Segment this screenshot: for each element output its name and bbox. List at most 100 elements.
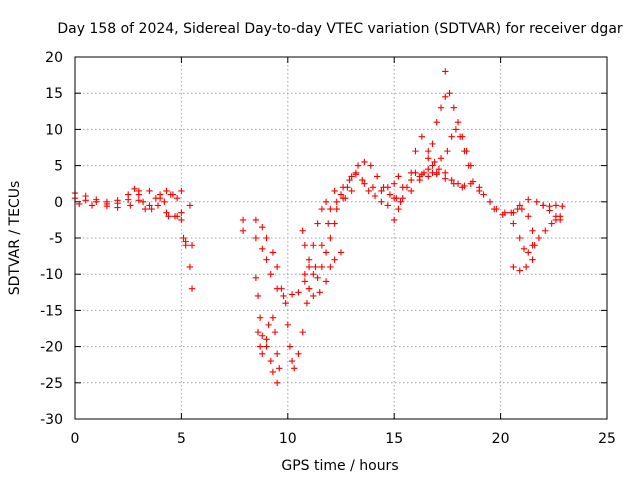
data-point [391,216,398,224]
data-point [314,220,321,227]
y-axis-label: SDTVAR / TECUs [7,181,23,296]
data-point [371,192,379,200]
data-point [256,343,264,350]
data-point [337,191,345,198]
data-point [359,176,366,184]
data-point [263,343,270,350]
data-point [429,169,436,177]
data-point [525,213,532,220]
data-point [148,205,155,213]
x-tick-label: 10 [279,431,297,447]
data-point [442,169,449,177]
data-point [301,271,309,278]
data-point [365,187,372,195]
data-point [254,328,262,336]
data-point [125,191,132,198]
data-point [525,249,532,256]
data-point [525,196,532,203]
data-point [284,321,291,329]
data-point [103,202,111,210]
data-point [425,147,432,155]
y-tick-label: 15 [45,86,63,102]
x-tick-label: 5 [177,431,186,447]
data-point [395,173,402,180]
data-point [442,175,449,182]
data-point [339,184,347,191]
data-point [295,350,302,358]
data-point [318,263,326,271]
data-point [418,133,426,140]
data-point [146,187,153,195]
x-tick-label: 25 [598,431,616,447]
data-point [465,162,472,169]
data-point [186,263,194,271]
data-point [280,292,287,300]
series-peak-arc-C [412,126,472,178]
data-point [271,328,279,336]
data-point [429,140,436,148]
data-point [327,234,334,242]
data-point [397,198,404,205]
data-point [391,194,398,202]
series-peak-arc-E [429,166,483,191]
data-point [135,197,143,204]
series-early-arc-3 [76,187,185,220]
data-point [469,178,477,185]
data-point [520,245,528,253]
data-point [346,176,353,184]
data-point [529,227,536,234]
data-point [273,285,281,292]
series-dip-arc-F [301,249,345,300]
data-point [295,289,302,296]
y-tick-label: -20 [40,340,63,356]
data-point [318,205,326,213]
data-point [437,155,445,162]
data-point [354,162,362,169]
data-point [486,198,494,205]
series-mid-arc-C [331,169,402,202]
data-point [310,242,317,249]
data-point [378,198,385,205]
data-point [256,314,264,321]
data-point [290,365,298,372]
data-point [342,194,349,202]
data-point [259,223,266,231]
data-point [539,202,547,209]
data-point [305,285,313,292]
data-point [171,213,179,220]
data-point [273,350,281,358]
series-isolated-8h [239,216,247,234]
data-point [442,93,449,101]
data-point [384,202,392,209]
data-point [461,147,468,155]
data-point [259,245,266,253]
data-point [535,234,543,242]
x-tick-label: 15 [385,431,403,447]
data-point [491,205,498,213]
data-point [163,209,170,216]
data-point [178,216,185,224]
y-tick-label: 10 [45,122,63,138]
data-point [331,220,338,227]
data-point [273,263,281,271]
data-point [265,321,272,329]
data-point [516,202,523,209]
data-point [518,205,526,213]
data-point [337,249,345,256]
x-axis-label: GPS time / hours [281,458,398,474]
data-point [327,205,334,213]
data-point [327,263,334,271]
data-point [408,187,415,195]
data-point [146,202,153,209]
x-tick-label: 0 [71,431,80,447]
data-point [310,292,317,300]
data-point [348,187,355,195]
data-point [510,209,517,216]
data-point [442,68,449,75]
data-point [533,198,540,205]
data-point [384,184,392,191]
data-point [435,166,443,173]
data-point [444,147,451,155]
data-point [139,198,147,205]
